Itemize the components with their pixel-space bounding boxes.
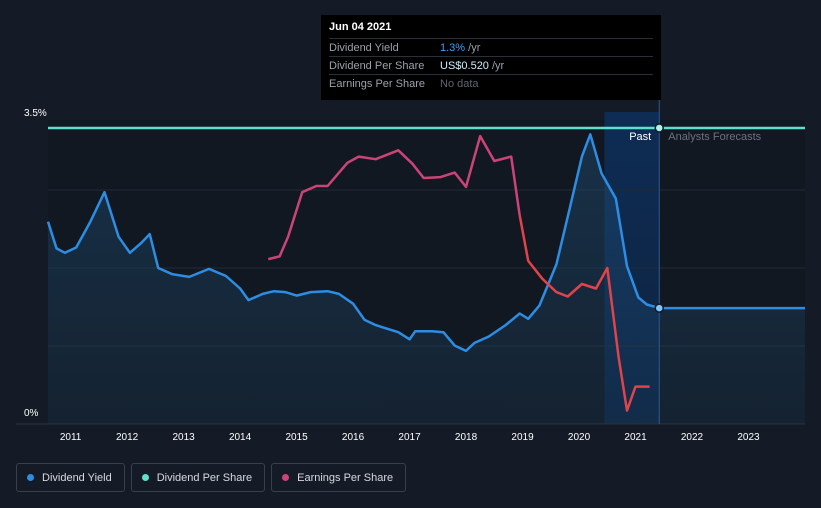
x-tick-label: 2014 [229, 432, 252, 443]
x-tick-label: 2022 [681, 432, 704, 443]
x-tick-label: 2019 [511, 432, 534, 443]
x-tick-label: 2018 [455, 432, 478, 443]
tooltip-value: US$0.520 [440, 59, 489, 72]
legend-label: Dividend Yield [42, 471, 112, 484]
tooltip-row-dividend-yield: Dividend Yield 1.3% /yr [329, 39, 653, 57]
legend-label: Dividend Per Share [156, 471, 253, 484]
tooltip-suffix: /yr [488, 59, 505, 72]
x-tick-label: 2020 [568, 432, 591, 443]
tooltip-date: Jun 04 2021 [329, 21, 653, 39]
x-tick-label: 2012 [116, 432, 139, 443]
dividend-per-share-marker [654, 123, 664, 133]
tooltip-label: Dividend Per Share [329, 59, 425, 72]
hover-tooltip: Jun 04 2021 Dividend Yield 1.3% /yr Divi… [321, 15, 661, 100]
legend-dividend-per-share[interactable]: Dividend Per Share [130, 463, 266, 492]
dividend-yield-area [48, 134, 805, 425]
legend-dot-icon [27, 474, 34, 481]
x-tick-label: 2013 [172, 432, 195, 443]
x-tick-label: 2021 [624, 432, 647, 443]
x-tick-label: 2016 [342, 432, 365, 443]
earnings-per-share-decline-line [518, 215, 650, 412]
tooltip-row-dividend-per-share: Dividend Per Share US$0.520 /yr [329, 57, 653, 75]
tooltip-suffix: /yr [465, 41, 481, 54]
tooltip-value: No data [440, 77, 479, 90]
dividend-yield-marker [654, 303, 664, 313]
x-axis: 2011 2012 2013 2014 2015 2016 2017 2018 2019 2020… [60, 432, 760, 443]
x-tick-label: 2011 [60, 432, 82, 443]
x-tick-label: 2017 [398, 432, 421, 443]
y-tick-label-top: 3.5% [24, 108, 47, 119]
legend: Dividend Yield Dividend Per Share Earnin… [16, 463, 407, 492]
tooltip-label: Earnings Per Share [329, 77, 425, 90]
forecast-label: Analysts Forecasts [668, 131, 761, 143]
legend-dividend-yield[interactable]: Dividend Yield [16, 463, 125, 492]
past-label: Past [629, 131, 651, 143]
y-tick-label-bottom: 0% [24, 408, 39, 419]
x-tick-label: 2015 [285, 432, 308, 443]
earnings-per-share-line [268, 134, 521, 261]
legend-dot-icon [141, 474, 149, 481]
legend-dot-icon [282, 474, 290, 481]
legend-earnings-per-share[interactable]: Earnings Per Share [271, 463, 407, 492]
tooltip-row-earnings-per-share: Earnings Per Share No data [329, 75, 653, 92]
tooltip-value: 1.3% [440, 41, 466, 54]
tooltip-label: Dividend Yield [329, 41, 399, 54]
dividend-yield-line [46, 133, 805, 353]
x-tick-label: 2023 [737, 432, 760, 443]
chart-area: 2011 2012 2013 2014 2015 2016 2017 2018 2019 2020… [16, 100, 805, 443]
legend-label: Earnings Per Share [297, 471, 394, 484]
